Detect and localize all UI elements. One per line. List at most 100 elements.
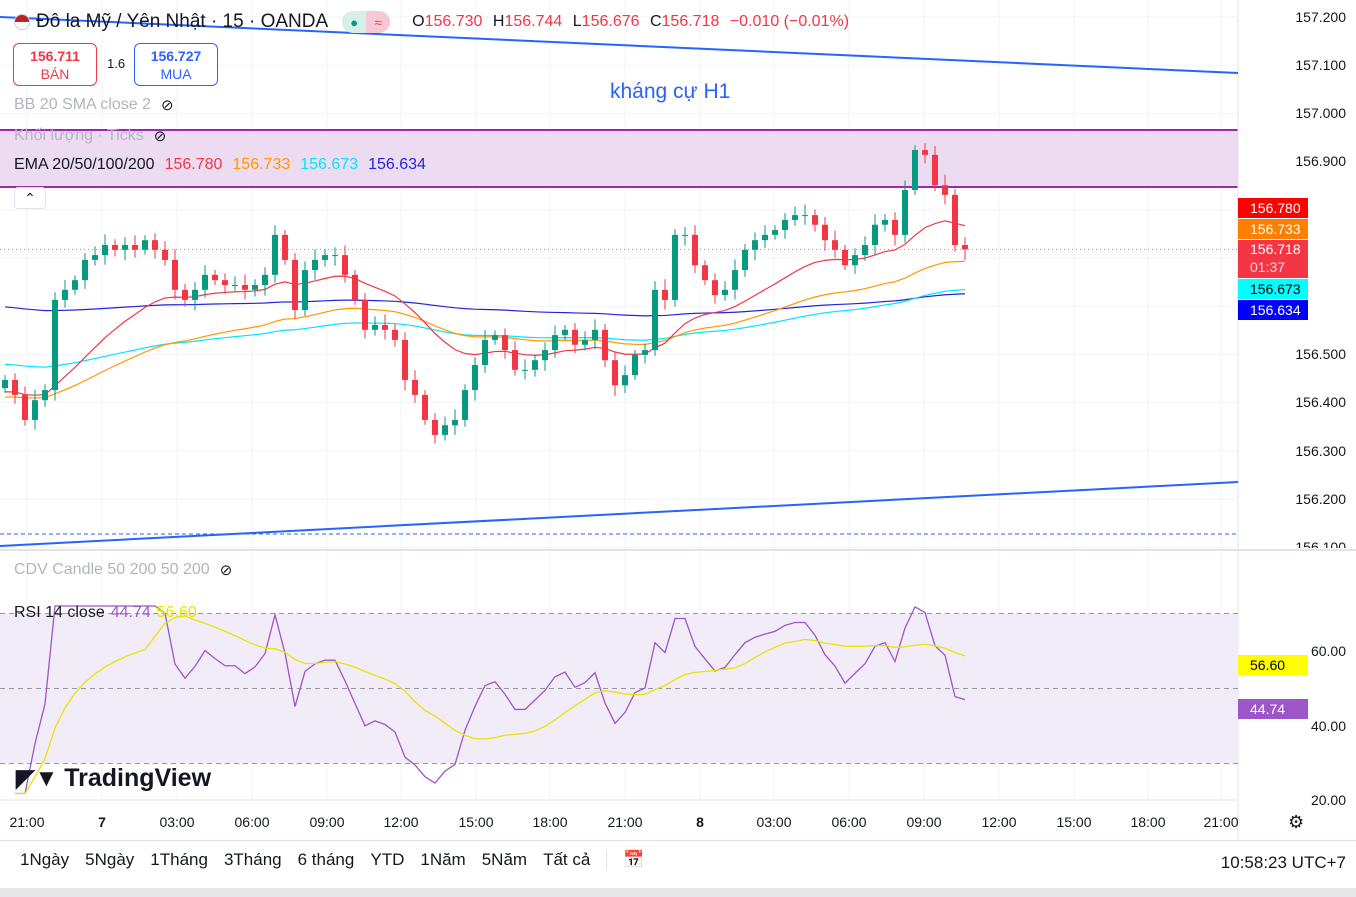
candle-body	[912, 150, 918, 191]
candle-body	[472, 365, 478, 391]
candle-body	[392, 329, 398, 340]
candle-body	[62, 289, 68, 300]
candle-body	[502, 335, 508, 351]
cdv-legend[interactable]: CDV Candle 50 200 50 200 ⊘	[14, 561, 233, 579]
range-selector[interactable]: 1Ngày 5Ngày 1Tháng 3Tháng 6 tháng YTD 1N…	[20, 850, 645, 870]
candle-body	[762, 234, 768, 241]
candle-body	[532, 360, 538, 370]
goto-date-icon[interactable]: 📅	[606, 850, 645, 870]
time-tick: 18:00	[1130, 814, 1166, 830]
price-tick: 156.200	[1295, 491, 1346, 507]
candle-body	[692, 234, 698, 266]
candle-body	[592, 329, 598, 340]
candle-body	[252, 284, 258, 290]
candle-body	[222, 280, 228, 285]
range-1y[interactable]: 1Năm	[420, 850, 466, 869]
candle-body	[462, 390, 468, 420]
time-tick: 21:00	[1203, 814, 1239, 830]
ema50-line	[4, 260, 966, 399]
sell-button[interactable]: 156.711 BÁN	[13, 43, 97, 86]
candle-body	[202, 274, 208, 290]
hidden-eye-icon[interactable]: ⊘	[219, 562, 233, 579]
candle-body	[902, 190, 908, 235]
bb-legend[interactable]: BB 20 SMA close 2 ⊘	[14, 96, 174, 114]
candle-body	[362, 299, 368, 330]
candle-body	[192, 289, 198, 300]
price-tick: 157.200	[1295, 9, 1346, 25]
candle-body	[162, 249, 168, 260]
candle-body	[732, 270, 738, 290]
candle-body	[572, 329, 578, 345]
price-tick: 156.300	[1295, 443, 1346, 459]
candle-body	[112, 244, 118, 250]
candle-body	[52, 299, 58, 391]
collapse-legend-button[interactable]: ⌃	[14, 187, 46, 209]
candle-body	[212, 274, 218, 281]
candle-body	[562, 329, 568, 336]
range-ytd[interactable]: YTD	[370, 850, 405, 869]
range-3m[interactable]: 3Tháng	[223, 850, 282, 869]
time-tick: 09:00	[309, 814, 345, 830]
candle-body	[542, 350, 548, 361]
hidden-eye-icon[interactable]: ⊘	[160, 97, 174, 114]
tradingview-logo[interactable]: ◤▼ TradingView	[16, 764, 212, 792]
candle-body	[962, 244, 968, 250]
candle-body	[122, 244, 128, 250]
candle-body	[642, 350, 648, 355]
time-tick: 03:00	[159, 814, 195, 830]
range-1d[interactable]: 1Ngày	[20, 850, 70, 869]
candle-body	[582, 339, 588, 345]
rsi-value-label: 44.74	[1238, 699, 1308, 719]
candle-body	[22, 394, 28, 420]
candle-body	[332, 255, 338, 257]
symbol-legend[interactable]: Đô la Mỹ / Yên Nhật · 15 · OANDA ● ≈ O15…	[14, 11, 849, 33]
chart-settings-icon[interactable]: ⚙	[1288, 812, 1305, 832]
ema-legend[interactable]: EMA 20/50/100/200 156.780 156.733 156.67…	[14, 156, 426, 173]
market-open-dot-icon: ●	[342, 11, 367, 33]
rsi-band	[0, 613, 1238, 764]
trendline-lower	[0, 481, 1239, 547]
market-status-badge[interactable]: ● ≈	[342, 11, 391, 33]
candle-body	[302, 270, 308, 311]
trendline-upper	[0, 16, 1239, 74]
range-5d[interactable]: 5Ngày	[85, 850, 135, 869]
rsi-legend[interactable]: RSI 14 close 44.74 56.60	[14, 604, 197, 621]
symbol-title[interactable]: Đô la Mỹ / Yên Nhật · 15 · OANDA	[36, 11, 329, 32]
candle-body	[352, 274, 358, 300]
candle-body	[282, 234, 288, 260]
candle-body	[402, 339, 408, 380]
range-6m[interactable]: 6 tháng	[297, 850, 355, 869]
volume-legend[interactable]: Khối lượng · Ticks ⊘	[14, 127, 167, 145]
candle-body	[842, 249, 848, 266]
candle-body	[742, 249, 748, 271]
candle-body	[522, 369, 528, 371]
candle-body	[812, 215, 818, 225]
clock[interactable]: 10:58:23 UTC+7	[1220, 853, 1346, 872]
range-all[interactable]: Tất cả	[543, 850, 591, 869]
buy-button[interactable]: 156.727 MUA	[134, 43, 218, 86]
candle-body	[852, 255, 858, 266]
candle-body	[262, 274, 268, 285]
time-tick: 06:00	[831, 814, 867, 830]
candle-body	[882, 219, 888, 225]
hidden-eye-icon[interactable]: ⊘	[153, 128, 167, 145]
rsi-ma-line	[15, 615, 966, 795]
range-1m[interactable]: 1Tháng	[150, 850, 208, 869]
candle-body	[602, 329, 608, 361]
rsi-ma-label: 56.60	[1238, 655, 1308, 675]
ema50-price-label: 156.733	[1238, 219, 1308, 239]
range-5y[interactable]: 5Năm	[481, 850, 528, 869]
price-tick: 156.900	[1295, 153, 1346, 169]
candle-body	[172, 259, 178, 290]
candle-body	[952, 194, 958, 245]
candle-body	[832, 240, 838, 250]
candle-body	[922, 150, 928, 155]
resistance-annotation[interactable]: kháng cự H1	[610, 80, 731, 103]
bottom-edge	[0, 888, 1356, 897]
ohlc-values: O156.730 H156.744 L156.676 C156.718 −0.0…	[412, 13, 850, 30]
candle-body	[372, 324, 378, 330]
candle-body	[132, 244, 138, 250]
candle-body	[492, 335, 498, 340]
last-price-label: 156.718 01:37	[1238, 240, 1308, 278]
